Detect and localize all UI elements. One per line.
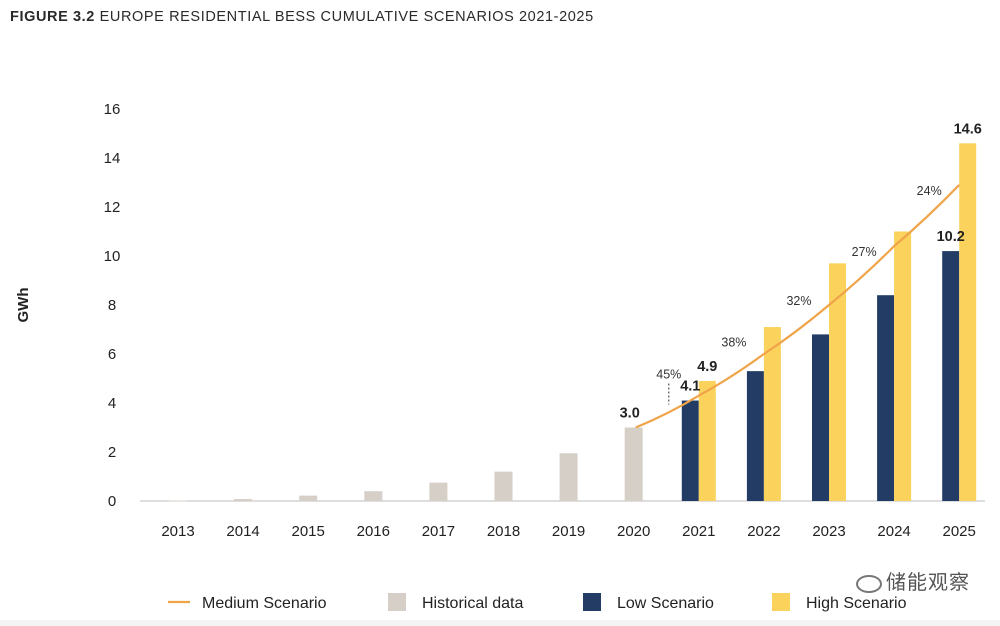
wechat-icon (856, 574, 882, 593)
x-tick-label: 2019 (552, 523, 585, 540)
bar-historical-2014 (234, 499, 253, 501)
x-tick-label: 2017 (422, 523, 455, 540)
figure-title: FIGURE 3.2 EUROPE RESIDENTIAL BESS CUMUL… (10, 9, 594, 25)
bar-historical-2020 (624, 427, 643, 501)
legend-swatch (388, 593, 406, 611)
growth-label: 24% (917, 184, 942, 198)
legend-label: Historical data (422, 595, 523, 612)
x-tick-label: 2014 (226, 523, 259, 540)
x-tick-label: 2016 (357, 523, 390, 540)
legend-label: High Scenario (806, 595, 907, 612)
x-tick-label: 2023 (812, 523, 845, 540)
y-tick-label: 6 (108, 346, 116, 363)
bar-historical-2018 (494, 471, 513, 501)
legend-label: Medium Scenario (202, 595, 327, 612)
bar-low-2025 (942, 251, 960, 501)
bottom-strip (0, 620, 1000, 626)
x-tick-label: 2025 (943, 523, 976, 540)
y-tick-label: 4 (108, 395, 116, 412)
x-tick-label: 2013 (161, 523, 194, 540)
x-tick-label: 2018 (487, 523, 520, 540)
value-label: 10.2 (937, 229, 965, 245)
bar-historical-2017 (429, 482, 448, 501)
bar-historical-2016 (364, 491, 383, 501)
y-tick-label: 0 (108, 493, 116, 510)
y-tick-label: 8 (108, 297, 116, 314)
bar-high-2023 (829, 263, 846, 501)
watermark-text: 储能观察 (886, 570, 970, 594)
x-tick-label: 2020 (617, 523, 650, 540)
bar-high-2024 (894, 231, 912, 501)
growth-label: 32% (786, 294, 811, 308)
x-tick-label: 2021 (682, 523, 715, 540)
y-axis-title: GWh (15, 288, 32, 323)
bar-historical-2015 (299, 495, 318, 501)
figure-number: FIGURE 3.2 (10, 9, 95, 25)
x-tick-label: 2022 (747, 523, 780, 540)
watermark: 储能观察 (856, 566, 970, 595)
figure-title-text: EUROPE RESIDENTIAL BESS CUMULATIVE SCENA… (99, 9, 594, 25)
bar-high-2025 (959, 143, 977, 502)
value-label: 4.1 (680, 379, 700, 395)
bar-high-2022 (763, 327, 781, 501)
growth-label: 27% (852, 245, 877, 259)
value-label: 14.6 (954, 121, 982, 137)
y-tick-label: 10 (104, 248, 121, 265)
value-label: 4.9 (697, 359, 717, 375)
growth-label: 45% (656, 368, 681, 382)
bar-low-2024 (877, 295, 895, 501)
value-label: 3.0 (620, 406, 640, 422)
y-tick-label: 14 (104, 150, 121, 167)
y-tick-label: 16 (104, 101, 121, 118)
bar-historical-2013 (169, 500, 187, 502)
line-medium-scenario (635, 184, 960, 429)
bar-low-2023 (812, 334, 829, 501)
bar-low-2022 (746, 371, 764, 501)
bar-high-2021 (698, 380, 716, 501)
bar-historical-2019 (559, 453, 578, 501)
y-tick-label: 2 (108, 444, 116, 461)
x-tick-label: 2015 (292, 523, 325, 540)
legend-swatch (583, 593, 601, 611)
legend-swatch (772, 593, 790, 611)
growth-label: 38% (721, 336, 746, 350)
y-tick-label: 12 (104, 199, 121, 216)
legend-label: Low Scenario (617, 595, 714, 612)
bar-low-2021 (681, 400, 699, 501)
x-tick-label: 2024 (877, 523, 910, 540)
